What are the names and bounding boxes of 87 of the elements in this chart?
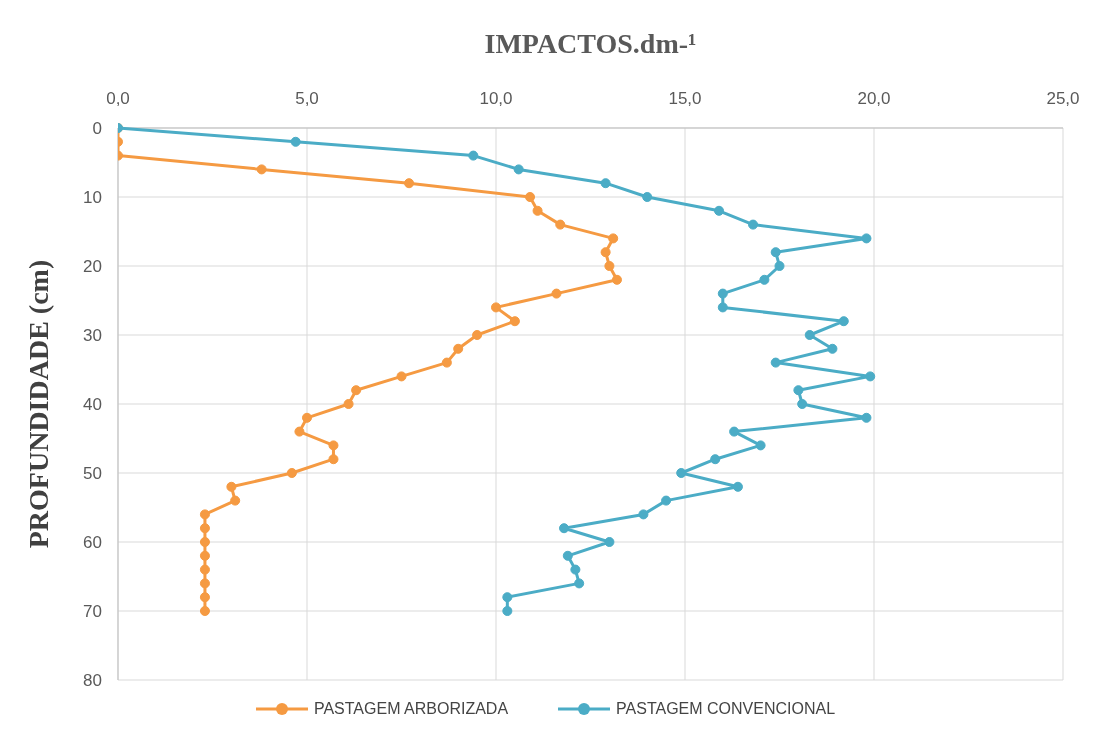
point bbox=[861, 233, 872, 244]
y-tick-label: 50 bbox=[83, 463, 102, 483]
point bbox=[865, 371, 876, 382]
point bbox=[676, 467, 687, 479]
x-tick-label: 10,0 bbox=[479, 89, 513, 108]
point bbox=[441, 357, 452, 368]
x-tick-label: 15,0 bbox=[668, 89, 702, 108]
y-tick-label: 70 bbox=[83, 601, 102, 621]
point bbox=[513, 164, 524, 175]
point bbox=[638, 509, 649, 520]
point bbox=[574, 578, 585, 589]
point bbox=[661, 495, 672, 506]
x-tick-label: 20,0 bbox=[857, 89, 891, 108]
point bbox=[861, 412, 872, 423]
point bbox=[755, 440, 766, 451]
point bbox=[748, 219, 759, 230]
legend-label: PASTAGEM ARBORIZADA bbox=[312, 700, 509, 718]
point bbox=[199, 509, 210, 520]
point bbox=[490, 302, 502, 313]
point bbox=[759, 274, 770, 285]
point bbox=[199, 523, 210, 534]
point bbox=[286, 467, 297, 479]
point bbox=[611, 274, 622, 285]
point bbox=[797, 398, 808, 410]
point bbox=[468, 150, 479, 161]
y-tick-label: 30 bbox=[83, 325, 102, 345]
y-axis-title: PROFUNDIDADE (cm) bbox=[22, 259, 54, 549]
point bbox=[294, 426, 305, 437]
point bbox=[604, 260, 615, 272]
point bbox=[714, 205, 725, 216]
point bbox=[600, 178, 611, 189]
point bbox=[827, 343, 838, 354]
x-tick-label: 0,0 bbox=[106, 89, 130, 108]
point bbox=[717, 302, 728, 313]
y-tick-label: 40 bbox=[83, 394, 102, 414]
point bbox=[301, 412, 313, 423]
point bbox=[570, 564, 581, 575]
y-tick-label: 10 bbox=[83, 187, 102, 207]
point bbox=[608, 233, 619, 244]
point bbox=[509, 316, 520, 327]
point bbox=[562, 550, 573, 561]
point bbox=[343, 398, 354, 410]
point bbox=[502, 592, 513, 603]
point bbox=[256, 164, 267, 175]
point bbox=[729, 426, 740, 437]
y-tick-label: 80 bbox=[83, 670, 102, 690]
point bbox=[710, 454, 721, 465]
point bbox=[453, 343, 464, 354]
point bbox=[642, 191, 653, 203]
point bbox=[351, 385, 362, 396]
point bbox=[328, 454, 339, 465]
point bbox=[230, 495, 241, 506]
point bbox=[555, 219, 566, 230]
point bbox=[199, 550, 210, 561]
point bbox=[502, 605, 513, 617]
x-axis-title: IMPACTOS.dm-¹ bbox=[484, 27, 697, 59]
x-tick-label: 25,0 bbox=[1046, 89, 1080, 108]
point bbox=[838, 316, 849, 327]
point bbox=[328, 440, 339, 451]
point bbox=[804, 329, 815, 341]
point bbox=[604, 536, 615, 548]
point bbox=[525, 191, 536, 203]
point bbox=[793, 385, 804, 396]
point bbox=[770, 357, 781, 368]
point bbox=[199, 605, 210, 617]
point bbox=[532, 205, 543, 216]
y-tick-label: 0 bbox=[92, 118, 102, 138]
point bbox=[559, 523, 570, 534]
point bbox=[226, 481, 237, 492]
point bbox=[774, 260, 785, 272]
point bbox=[732, 481, 743, 492]
point bbox=[199, 578, 210, 589]
point bbox=[770, 247, 781, 258]
y-tick-label: 60 bbox=[83, 532, 102, 552]
point bbox=[199, 564, 210, 575]
y-tick-label: 20 bbox=[83, 256, 102, 276]
point bbox=[396, 371, 407, 382]
point bbox=[290, 136, 301, 147]
legend-label: PASTAGEM CONVENCIONAL bbox=[615, 700, 836, 718]
point bbox=[199, 536, 210, 548]
point bbox=[472, 329, 483, 341]
point bbox=[551, 288, 562, 299]
point bbox=[600, 247, 611, 258]
point bbox=[199, 592, 210, 603]
x-tick-label: 5,0 bbox=[295, 89, 319, 108]
point bbox=[717, 288, 728, 299]
point bbox=[404, 178, 415, 189]
